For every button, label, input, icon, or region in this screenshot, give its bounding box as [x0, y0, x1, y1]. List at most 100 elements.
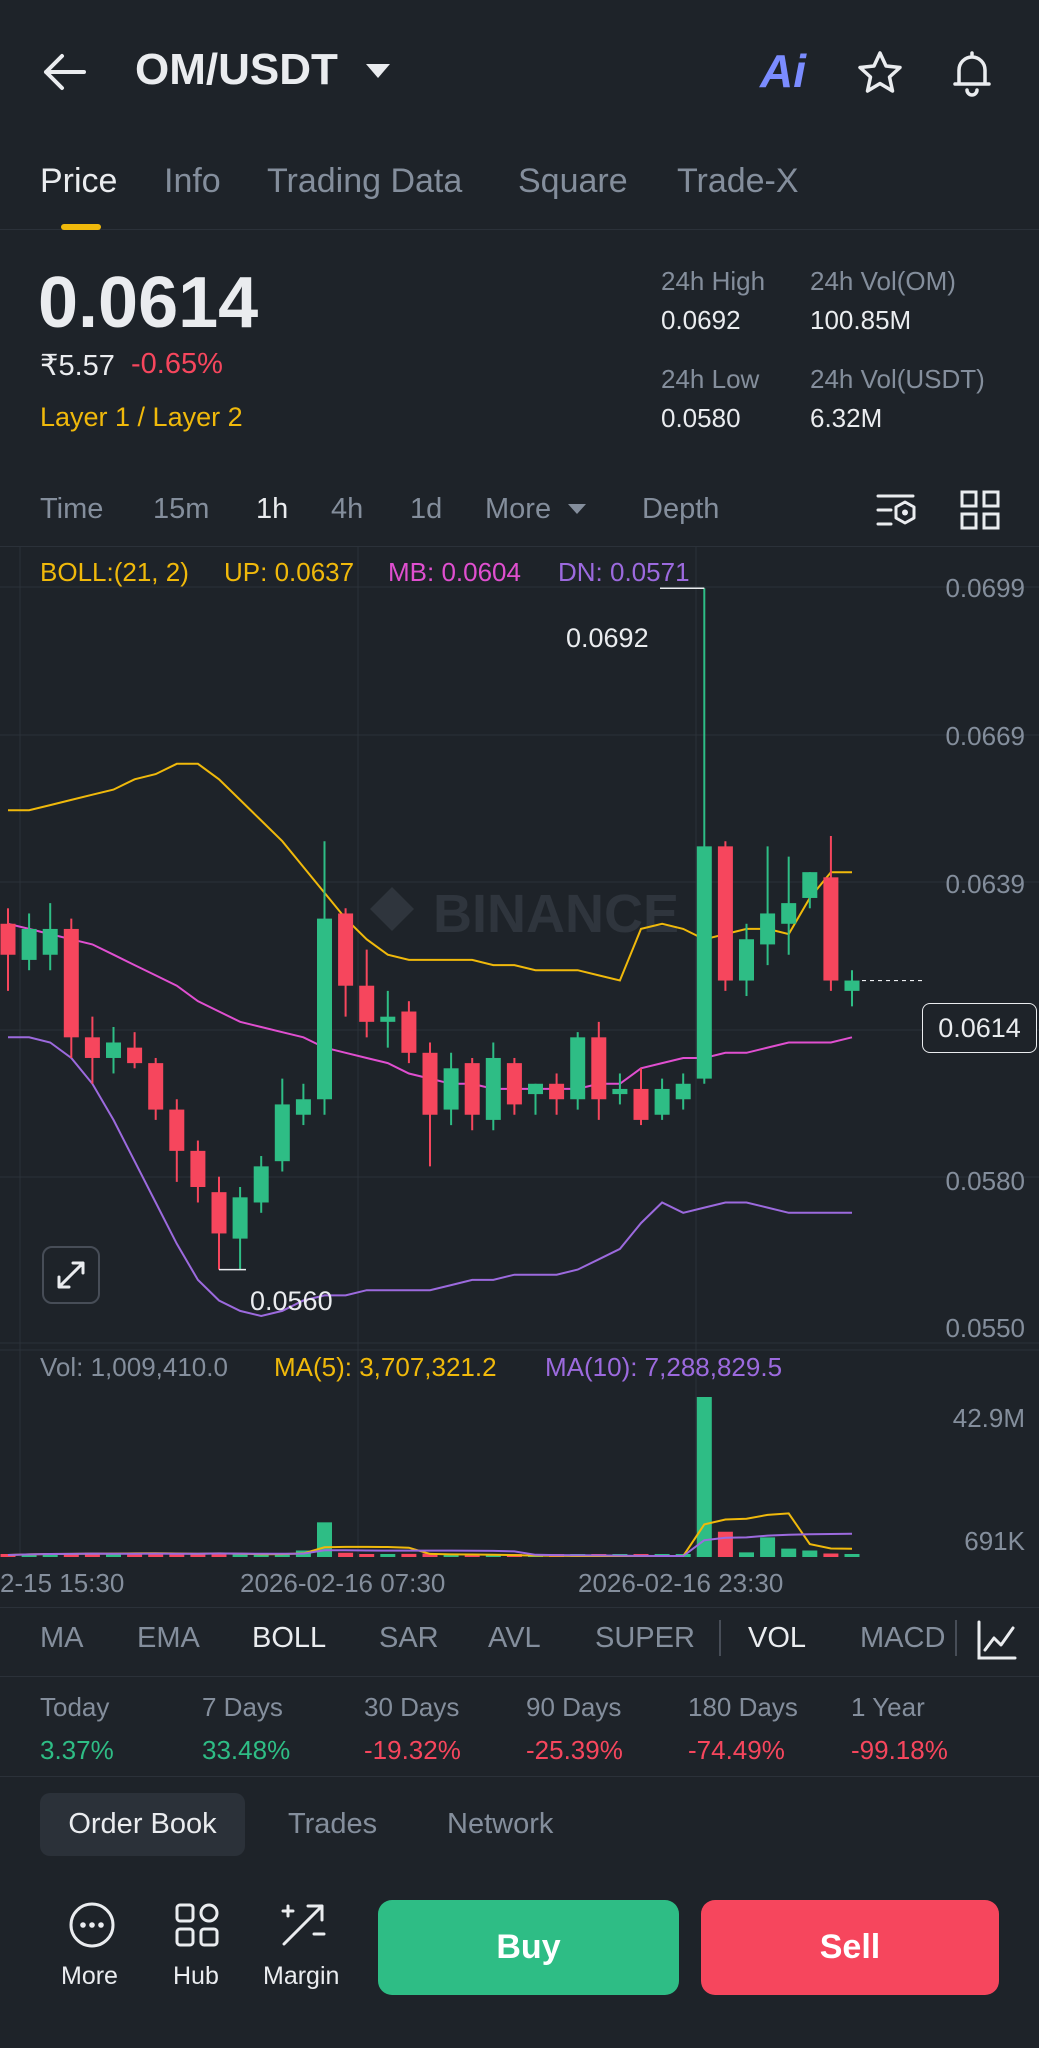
dropdown-caret-icon[interactable]: [366, 64, 390, 78]
tf-depth[interactable]: Depth: [642, 493, 720, 525]
divider: [0, 1776, 1039, 1777]
bell-icon[interactable]: [947, 48, 997, 98]
indicator-super[interactable]: SUPER: [595, 1622, 695, 1654]
volume-bar: [781, 1548, 797, 1557]
indicator-boll[interactable]: BOLL: [252, 1622, 327, 1654]
volume-bar: [42, 1553, 58, 1557]
candle-body: [675, 1083, 691, 1100]
candle-body: [549, 1083, 565, 1100]
volume-bar: [380, 1554, 396, 1557]
tf-more[interactable]: More: [485, 493, 552, 525]
divider: [0, 546, 1039, 547]
tab-square[interactable]: Square: [518, 162, 628, 200]
low-label: 24h Low: [661, 364, 760, 394]
margin-icon[interactable]: [278, 1900, 328, 1950]
volume-bar: [823, 1553, 839, 1557]
volume-bar: [127, 1553, 143, 1557]
price-level: 0.0580: [945, 1166, 1025, 1196]
boll-mb-value: MB: 0.0604: [388, 557, 521, 587]
boll-params: BOLL:(21, 2): [40, 557, 189, 587]
tf-4h[interactable]: 4h: [331, 493, 364, 525]
tf-1d[interactable]: 1d: [410, 493, 443, 525]
hub-icon[interactable]: [172, 1900, 222, 1950]
candle-body: [338, 913, 354, 986]
perf-label-today: Today: [40, 1692, 110, 1722]
buy-button[interactable]: Buy: [378, 1900, 679, 1995]
tab-network[interactable]: Network: [447, 1808, 554, 1840]
high-label: 24h High: [661, 266, 766, 296]
volume-bar: [802, 1550, 818, 1557]
chart-settings-icon[interactable]: [875, 488, 919, 532]
low-value: 0.0580: [661, 403, 741, 433]
candle-body: [380, 1016, 396, 1022]
perf-label-90d: 90 Days: [526, 1692, 622, 1722]
tf-15m[interactable]: 15m: [153, 493, 210, 525]
watermark-text: BINANCE: [433, 884, 679, 944]
more-icon[interactable]: [67, 1900, 117, 1950]
candle-body: [802, 872, 818, 898]
tf-time[interactable]: Time: [40, 493, 104, 525]
indicator-avl[interactable]: AVL: [488, 1622, 541, 1654]
tab-order-book[interactable]: Order Book: [40, 1793, 245, 1856]
tab-price[interactable]: Price: [40, 162, 118, 200]
volume-bar: [401, 1553, 417, 1557]
perf-value-30d: -19.32%: [364, 1735, 461, 1765]
grid-layout-icon[interactable]: [958, 488, 1002, 532]
vol-om-label: 24h Vol(OM): [810, 266, 956, 296]
volume-bar: [359, 1554, 375, 1557]
high-marker-label: 0.0692: [566, 623, 649, 653]
sector-tag[interactable]: Layer 1 / Layer 2: [40, 402, 243, 432]
tf-1h[interactable]: 1h: [256, 493, 289, 525]
indicator-separator: [719, 1620, 721, 1656]
tab-info[interactable]: Info: [164, 162, 221, 200]
divider: [0, 1676, 1039, 1677]
indicator-macd[interactable]: MACD: [860, 1622, 946, 1654]
pair-title[interactable]: OM/USDT: [135, 45, 338, 94]
expand-chart-button[interactable]: [42, 1246, 100, 1304]
indicator-sar[interactable]: SAR: [379, 1622, 439, 1654]
candle-body: [844, 980, 860, 991]
price-level: 0.0699: [945, 573, 1025, 603]
indicator-vol[interactable]: VOL: [748, 1622, 807, 1654]
candle-body: [0, 923, 16, 955]
volume-bar: [169, 1554, 185, 1557]
volume-bar: [739, 1552, 754, 1557]
candle-body: [570, 1037, 586, 1100]
star-icon[interactable]: [855, 48, 905, 98]
expand-icon: [57, 1261, 85, 1289]
volume-bar: [422, 1553, 438, 1557]
back-arrow-icon[interactable]: [40, 50, 90, 95]
candle-body: [464, 1063, 480, 1115]
candle-body: [127, 1047, 143, 1064]
volume-bar: [696, 1397, 712, 1557]
tab-trade-x[interactable]: Trade-X: [677, 162, 799, 200]
margin-label[interactable]: Margin: [263, 1962, 340, 1990]
time-label: 2-15 15:30: [0, 1568, 125, 1598]
ai-button[interactable]: Ai: [760, 45, 806, 97]
indicator-settings-icon[interactable]: [975, 1618, 1019, 1662]
vol-ma5: MA(5): 3,707,321.2: [274, 1352, 497, 1382]
tab-trading-data[interactable]: Trading Data: [267, 162, 463, 200]
candle-body: [63, 928, 79, 1038]
boll-dn-value: DN: 0.0571: [558, 557, 690, 587]
candle-body: [253, 1166, 269, 1203]
hub-label[interactable]: Hub: [173, 1962, 219, 1990]
candle-body: [232, 1197, 248, 1239]
tab-trades[interactable]: Trades: [288, 1808, 378, 1840]
volume-bar: [760, 1537, 776, 1557]
indicator-ma[interactable]: MA: [40, 1622, 84, 1654]
indicator-ema[interactable]: EMA: [137, 1622, 200, 1654]
sell-button[interactable]: Sell: [701, 1900, 999, 1995]
candle-body: [274, 1104, 290, 1162]
candle-body: [633, 1088, 649, 1120]
current-price-tag: 0.0614: [922, 1003, 1037, 1053]
price-chart[interactable]: BINANCE: [0, 547, 1039, 1557]
indicator-separator: [955, 1620, 957, 1656]
candle-body: [823, 877, 839, 981]
more-label[interactable]: More: [61, 1962, 118, 1990]
candle-body: [485, 1057, 501, 1120]
boll-lower-line: [8, 1036, 852, 1318]
candle-body: [443, 1068, 459, 1110]
candle-body: [148, 1063, 164, 1110]
volume-bar: [274, 1553, 290, 1557]
